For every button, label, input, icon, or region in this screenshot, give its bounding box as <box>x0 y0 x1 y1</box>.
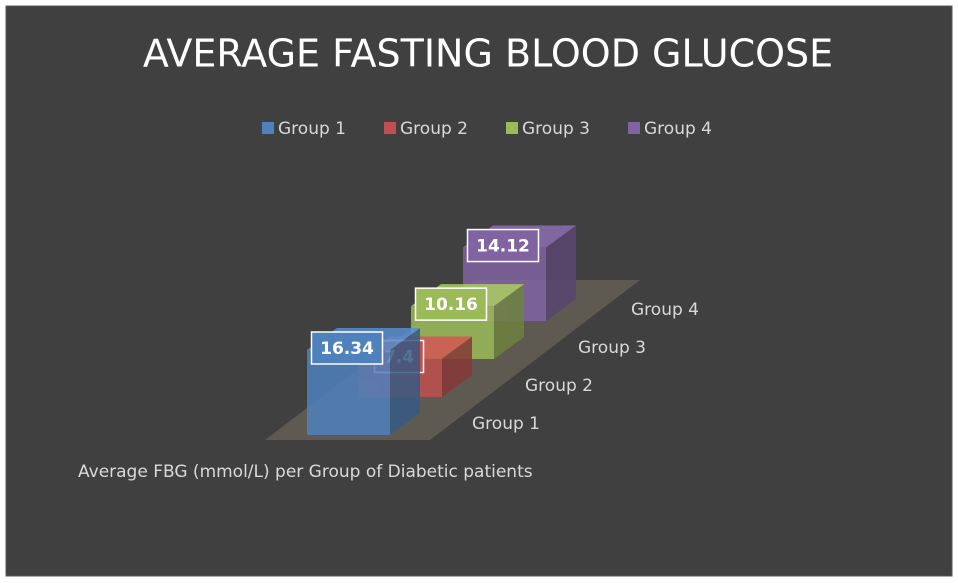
depth-axis-label: Group 1 <box>472 414 540 434</box>
legend-label: Group 3 <box>522 119 590 139</box>
bar-side <box>494 284 524 359</box>
legend-label: Group 1 <box>278 119 346 139</box>
bar-side <box>390 328 420 435</box>
data-label: 14.12 <box>476 237 530 257</box>
data-label-box <box>414 287 488 321</box>
legend-swatch <box>628 122 640 134</box>
depth-axis-label: Group 2 <box>525 376 593 396</box>
depth-axis-label: Group 3 <box>578 338 646 358</box>
legend-swatch <box>262 122 274 134</box>
legend-swatch <box>384 122 396 134</box>
chart-title: AVERAGE FASTING BLOOD GLUCOSE <box>143 32 833 76</box>
legend-label: Group 2 <box>400 119 468 139</box>
data-label-box <box>466 228 540 263</box>
data-label: 10.16 <box>424 295 478 315</box>
data-label: 16.34 <box>320 339 374 359</box>
depth-axis-label: Group 4 <box>631 300 699 320</box>
legend-swatch <box>506 122 518 134</box>
bar-side <box>442 336 472 397</box>
bar-side <box>546 225 576 321</box>
legend-label: Group 4 <box>644 119 712 139</box>
x-axis-category: Average FBG (mmol/L) per Group of Diabet… <box>78 462 533 482</box>
data-label-box <box>310 331 384 365</box>
